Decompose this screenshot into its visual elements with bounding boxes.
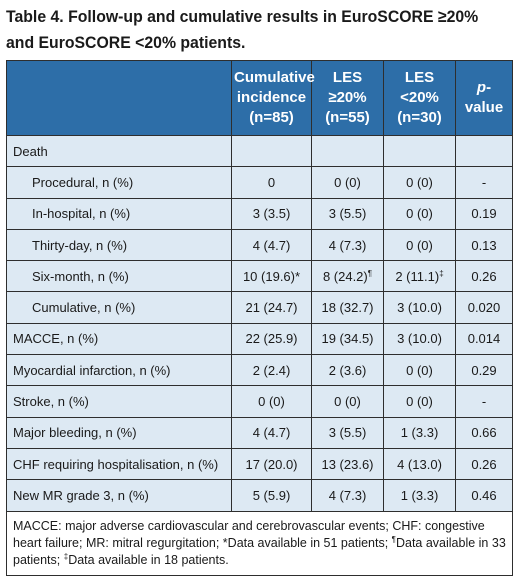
cell-cumulative: 0 (0) xyxy=(231,385,312,418)
table-row: In-hospital, n (%) 3 (3.5) 3 (5.5) 0 (0)… xyxy=(6,197,513,230)
cell-p-value: 0.26 xyxy=(455,260,513,293)
row-label: Major bleeding, n (%) xyxy=(6,416,232,449)
cell-les-low: 0 (0) xyxy=(383,385,456,418)
row-label: Thirty-day, n (%) xyxy=(6,228,232,262)
footnote-part-2: Data available in 33 patients; xyxy=(13,535,506,567)
row-label: MACCE, n (%) xyxy=(6,322,232,356)
cell-cumulative: 3 (3.5) xyxy=(231,197,312,230)
row-label: Cumulative, n (%) xyxy=(6,291,232,324)
table-title-line-2: and EuroSCORE <20% patients. xyxy=(6,33,246,52)
table-row: Major bleeding, n (%) 4 (4.7) 3 (5.5) 1 … xyxy=(6,416,513,449)
table-row: Six-month, n (%) 10 (19.6)* 8 (24.2)¶ 2 … xyxy=(6,260,513,293)
header-les-high: LES ≥20% (n=55) xyxy=(311,60,384,136)
cell-les-low: 0 (0) xyxy=(383,354,456,387)
cell-cumulative: 10 (19.6)* xyxy=(231,260,312,293)
table-footnote: MACCE: major adverse cardiovascular and … xyxy=(6,510,513,576)
cell-cumulative: 2 (2.4) xyxy=(231,354,312,387)
cell-cumulative: 0 xyxy=(231,166,312,199)
cell-les-high: 13 (23.6) xyxy=(311,447,384,481)
cell-les-low: 1 (3.3) xyxy=(383,416,456,449)
cell-cumulative: 17 (20.0) xyxy=(231,447,312,481)
cell-p-value: 0.66 xyxy=(455,416,513,449)
cell-les-high: 0 (0) xyxy=(311,385,384,418)
cell-cumulative: 5 (5.9) xyxy=(231,479,312,512)
header-p-value: p-value xyxy=(455,60,513,136)
footnote-row: MACCE: major adverse cardiovascular and … xyxy=(6,510,513,576)
table-row: Stroke, n (%) 0 (0) 0 (0) 0 (0) - xyxy=(6,385,513,418)
table-row: Cumulative, n (%) 21 (24.7) 18 (32.7) 3 … xyxy=(6,291,513,324)
cell-les-high xyxy=(311,134,384,168)
pilcrow-footnote-mark: ¶ xyxy=(391,534,396,544)
cell-p-value xyxy=(455,134,513,168)
cell-p-value: 0.020 xyxy=(455,291,513,324)
header-blank xyxy=(6,60,232,136)
cell-les-high: 3 (5.5) xyxy=(311,416,384,449)
results-table: Cumulative incidence (n=85) LES ≥20% (n=… xyxy=(6,60,513,576)
table-row: New MR grade 3, n (%) 5 (5.9) 4 (7.3) 1 … xyxy=(6,479,513,512)
cell-les-high: 8 (24.2)¶ xyxy=(311,260,384,293)
pilcrow-footnote-mark: ¶ xyxy=(367,268,373,278)
table-row: Death xyxy=(6,134,513,168)
cell-p-value: - xyxy=(455,166,513,199)
table-row: Thirty-day, n (%) 4 (4.7) 4 (7.3) 0 (0) … xyxy=(6,228,513,262)
header-p-italic: p xyxy=(476,79,487,96)
cell-les-high: 0 (0) xyxy=(311,166,384,199)
table-title: Table 4. Follow-up and cumulative result… xyxy=(6,4,479,56)
cell-p-value: - xyxy=(455,385,513,418)
header-row: Cumulative incidence (n=85) LES ≥20% (n=… xyxy=(6,60,513,136)
header-cumulative: Cumulative incidence (n=85) xyxy=(231,60,315,136)
cell-les-low xyxy=(383,134,456,168)
cell-les-low: 0 (0) xyxy=(383,166,456,199)
row-label: In-hospital, n (%) xyxy=(6,197,232,230)
cell-les-high: 2 (3.6) xyxy=(311,354,384,387)
cell-p-value: 0.13 xyxy=(455,228,513,262)
row-label: CHF requiring hospitalisation, n (%) xyxy=(6,447,232,481)
cell-les-low: 3 (10.0) xyxy=(383,291,456,324)
cell-les-low: 4 (13.0) xyxy=(383,447,456,481)
header-p-rest: -value xyxy=(464,79,504,116)
table-row: CHF requiring hospitalisation, n (%) 17 … xyxy=(6,447,513,481)
table-row: MACCE, n (%) 22 (25.9) 19 (34.5) 3 (10.0… xyxy=(6,322,513,356)
table-row: Myocardial infarction, n (%) 2 (2.4) 2 (… xyxy=(6,354,513,387)
cell-cumulative: 22 (25.9) xyxy=(231,322,312,356)
row-label: New MR grade 3, n (%) xyxy=(6,479,232,512)
row-label: Six-month, n (%) xyxy=(6,260,232,293)
cell-p-value: 0.19 xyxy=(455,197,513,230)
cell-les-high: 4 (7.3) xyxy=(311,479,384,512)
cell-cumulative: 21 (24.7) xyxy=(231,291,312,324)
cell-cumulative xyxy=(231,134,312,168)
cell-les-high: 4 (7.3) xyxy=(311,228,384,262)
cell-p-value: 0.29 xyxy=(455,354,513,387)
table-row: Procedural, n (%) 0 0 (0) 0 (0) - xyxy=(6,166,513,199)
cell-les-high: 18 (32.7) xyxy=(311,291,384,324)
footnote-part-1: MACCE: major adverse cardiovascular and … xyxy=(13,518,485,550)
cell-p-value: 0.26 xyxy=(455,447,513,481)
header-les-low: LES <20% (n=30) xyxy=(383,60,456,136)
cell-les-low: 0 (0) xyxy=(383,228,456,262)
row-label: Myocardial infarction, n (%) xyxy=(6,354,232,387)
row-label: Stroke, n (%) xyxy=(6,385,232,418)
cell-p-value: 0.014 xyxy=(455,322,513,356)
footnote-part-3: Data available in 18 patients. xyxy=(68,552,229,567)
double-dagger-footnote-mark: ‡ xyxy=(439,268,444,278)
row-label: Procedural, n (%) xyxy=(6,166,232,199)
row-label: Death xyxy=(6,134,232,168)
cell-les-high: 3 (5.5) xyxy=(311,197,384,230)
cell-les-low-value: 2 (11.1) xyxy=(395,268,440,284)
double-dagger-footnote-mark: ‡ xyxy=(63,551,69,561)
cell-les-high-value: 8 (24.2) xyxy=(322,268,368,284)
cell-cumulative: 4 (4.7) xyxy=(231,228,312,262)
cell-cumulative: 4 (4.7) xyxy=(231,416,312,449)
cell-les-low: 2 (11.1)‡ xyxy=(383,260,456,293)
cell-les-low: 3 (10.0) xyxy=(383,322,456,356)
table-title-line-1: Table 4. Follow-up and cumulative result… xyxy=(6,7,479,26)
cell-les-low: 1 (3.3) xyxy=(383,479,456,512)
cell-p-value: 0.46 xyxy=(455,479,513,512)
cell-les-high: 19 (34.5) xyxy=(311,322,384,356)
cell-les-low: 0 (0) xyxy=(383,197,456,230)
